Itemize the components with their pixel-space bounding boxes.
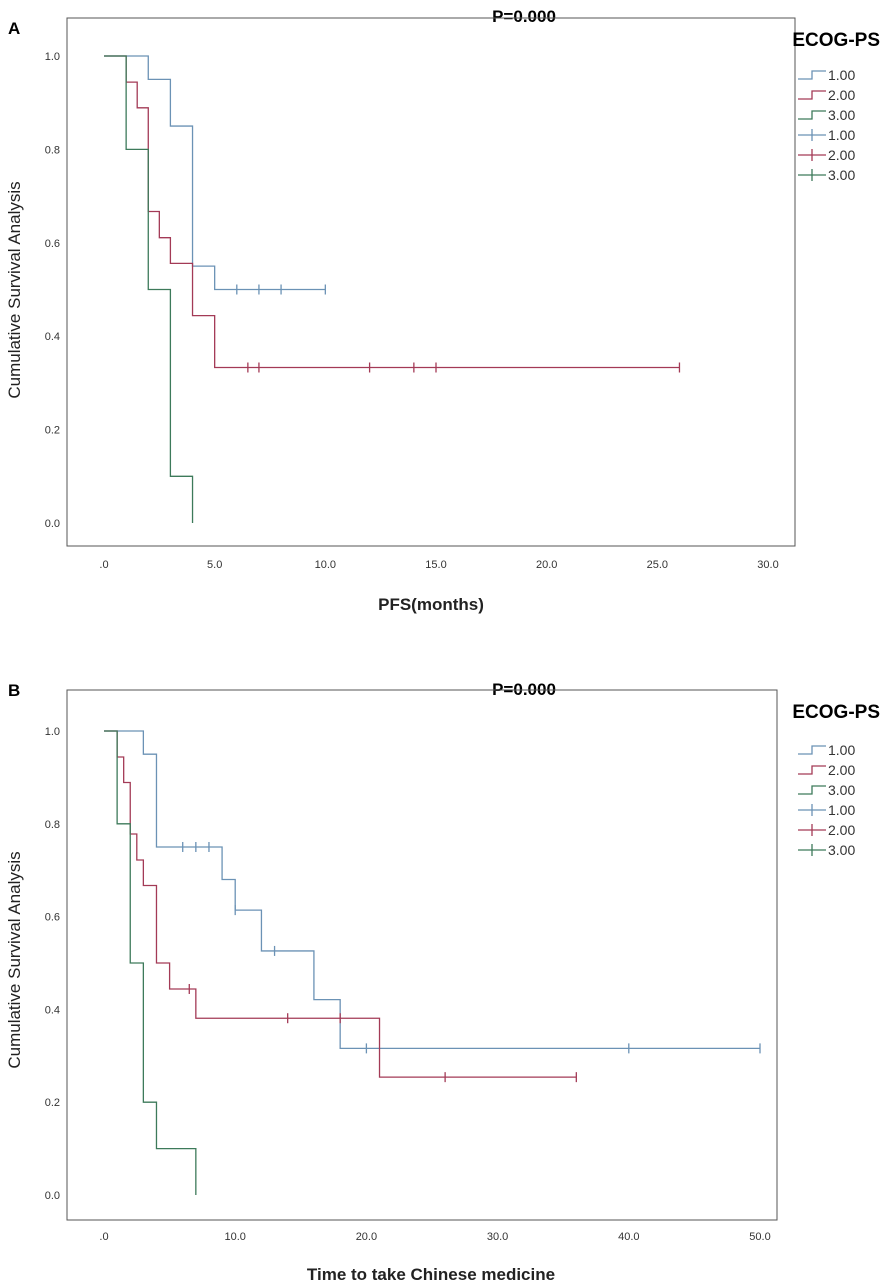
panel-b: B P=0.000 Cumulative Survival Analysis T… <box>5 680 880 1284</box>
panel-a-legend: 1.00 2.00 3.00 1.00 2.00 3.00 <box>798 67 855 183</box>
panel-a: A P=0.000 Cumulative Survival Analysis P… <box>5 7 880 614</box>
panel-b-km-curve-ecog-1.00 <box>104 730 760 1050</box>
panel-b-km-curve-ecog-2.00 <box>104 730 577 1078</box>
panel-a-km-curve-ecog-2.00 <box>104 55 680 369</box>
panel-a-y-ticks: 0.0 0.2 0.4 0.6 0.8 1.0 <box>45 51 60 530</box>
panel-b-legend-step-swatch <box>798 765 826 775</box>
panel-b-y-ticks: 0.0 0.2 0.4 0.6 0.8 1.0 <box>45 726 60 1202</box>
panel-b-xtick-label: .0 <box>99 1231 108 1243</box>
panel-a-legend-step-swatch <box>798 90 826 100</box>
panel-b-ytick-label: 1.0 <box>45 726 60 738</box>
panel-a-ytick-label: 0.4 <box>45 331 60 343</box>
panel-b-ytick-label: 0.6 <box>45 912 60 924</box>
panel-b-x-ticks: .0 10.0 20.0 30.0 40.0 50.0 <box>99 1231 770 1243</box>
panel-b-legend-label: 2.00 <box>828 762 855 778</box>
panel-a-letter: A <box>8 19 20 38</box>
panel-b-legend-label: 1.00 <box>828 742 855 758</box>
panel-b-legend-step-swatch <box>798 785 826 795</box>
panel-a-ytick-label: 0.0 <box>45 518 60 530</box>
panel-a-xtick-label: 5.0 <box>207 559 222 571</box>
panel-a-xtick-label: 10.0 <box>315 559 336 571</box>
panel-a-title: P=0.000 <box>492 7 556 26</box>
panel-b-legend-label: 3.00 <box>828 782 855 798</box>
panel-b-ylabel: Cumulative Survival Analysis <box>5 851 24 1068</box>
panel-b-legend: 1.00 2.00 3.00 1.00 2.00 3.00 <box>798 742 855 858</box>
panel-a-legend-label: 3.00 <box>828 167 855 183</box>
panel-a-legend-step-swatch <box>798 70 826 80</box>
panel-b-legend-label: 2.00 <box>828 822 855 838</box>
panel-a-ytick-label: 0.2 <box>45 425 60 437</box>
panel-b-xtick-label: 10.0 <box>224 1231 245 1243</box>
panel-b-legend-title: ECOG-PS <box>792 702 880 723</box>
panel-b-letter: B <box>8 681 20 700</box>
panel-a-xtick-label: 20.0 <box>536 559 557 571</box>
panel-a-km-curve-ecog-1.00 <box>104 55 326 291</box>
panel-b-ytick-label: 0.2 <box>45 1097 60 1109</box>
panel-a-xtick-label: 15.0 <box>425 559 446 571</box>
panel-b-km-curve-ecog-3.00 <box>104 730 197 1195</box>
panel-a-ytick-label: 1.0 <box>45 51 60 63</box>
panel-a-legend-label: 1.00 <box>828 127 855 143</box>
panel-a-ytick-label: 0.6 <box>45 238 60 250</box>
panel-a-legend-label: 2.00 <box>828 87 855 103</box>
panel-b-ytick-label: 0.8 <box>45 819 60 831</box>
panel-b-xtick-label: 40.0 <box>618 1231 639 1243</box>
panel-b-series <box>104 730 761 1195</box>
panel-b-legend-label: 3.00 <box>828 842 855 858</box>
panel-a-ylabel: Cumulative Survival Analysis <box>5 181 24 398</box>
panel-b-xlabel: Time to take Chinese medicine <box>307 1265 555 1284</box>
panel-b-plot-frame <box>66 689 778 1221</box>
panel-b-xtick-label: 20.0 <box>356 1231 377 1243</box>
panel-b-legend-label: 1.00 <box>828 802 855 818</box>
panel-a-legend-title: ECOG-PS <box>792 30 880 51</box>
panel-a-ytick-label: 0.8 <box>45 144 60 156</box>
panel-a-xtick-label: 30.0 <box>757 559 778 571</box>
panel-a-legend-label: 1.00 <box>828 67 855 83</box>
panel-a-x-ticks: .0 5.0 10.0 15.0 20.0 25.0 30.0 <box>99 559 778 571</box>
panel-a-xtick-label: .0 <box>99 559 108 571</box>
panel-a-legend-label: 2.00 <box>828 147 855 163</box>
panel-b-xtick-label: 30.0 <box>487 1231 508 1243</box>
panel-a-xlabel: PFS(months) <box>378 595 484 614</box>
panel-a-legend-step-swatch <box>798 110 826 120</box>
panel-b-xtick-label: 50.0 <box>749 1231 770 1243</box>
panel-a-series <box>104 55 681 523</box>
panel-b-ytick-label: 0.4 <box>45 1004 60 1016</box>
panel-b-legend-step-swatch <box>798 745 826 755</box>
panel-b-ytick-label: 0.0 <box>45 1190 60 1202</box>
panel-a-plot-frame <box>66 17 796 547</box>
panel-a-km-curve-ecog-3.00 <box>104 55 194 523</box>
panel-a-xtick-label: 25.0 <box>647 559 668 571</box>
panel-a-legend-label: 3.00 <box>828 107 855 123</box>
